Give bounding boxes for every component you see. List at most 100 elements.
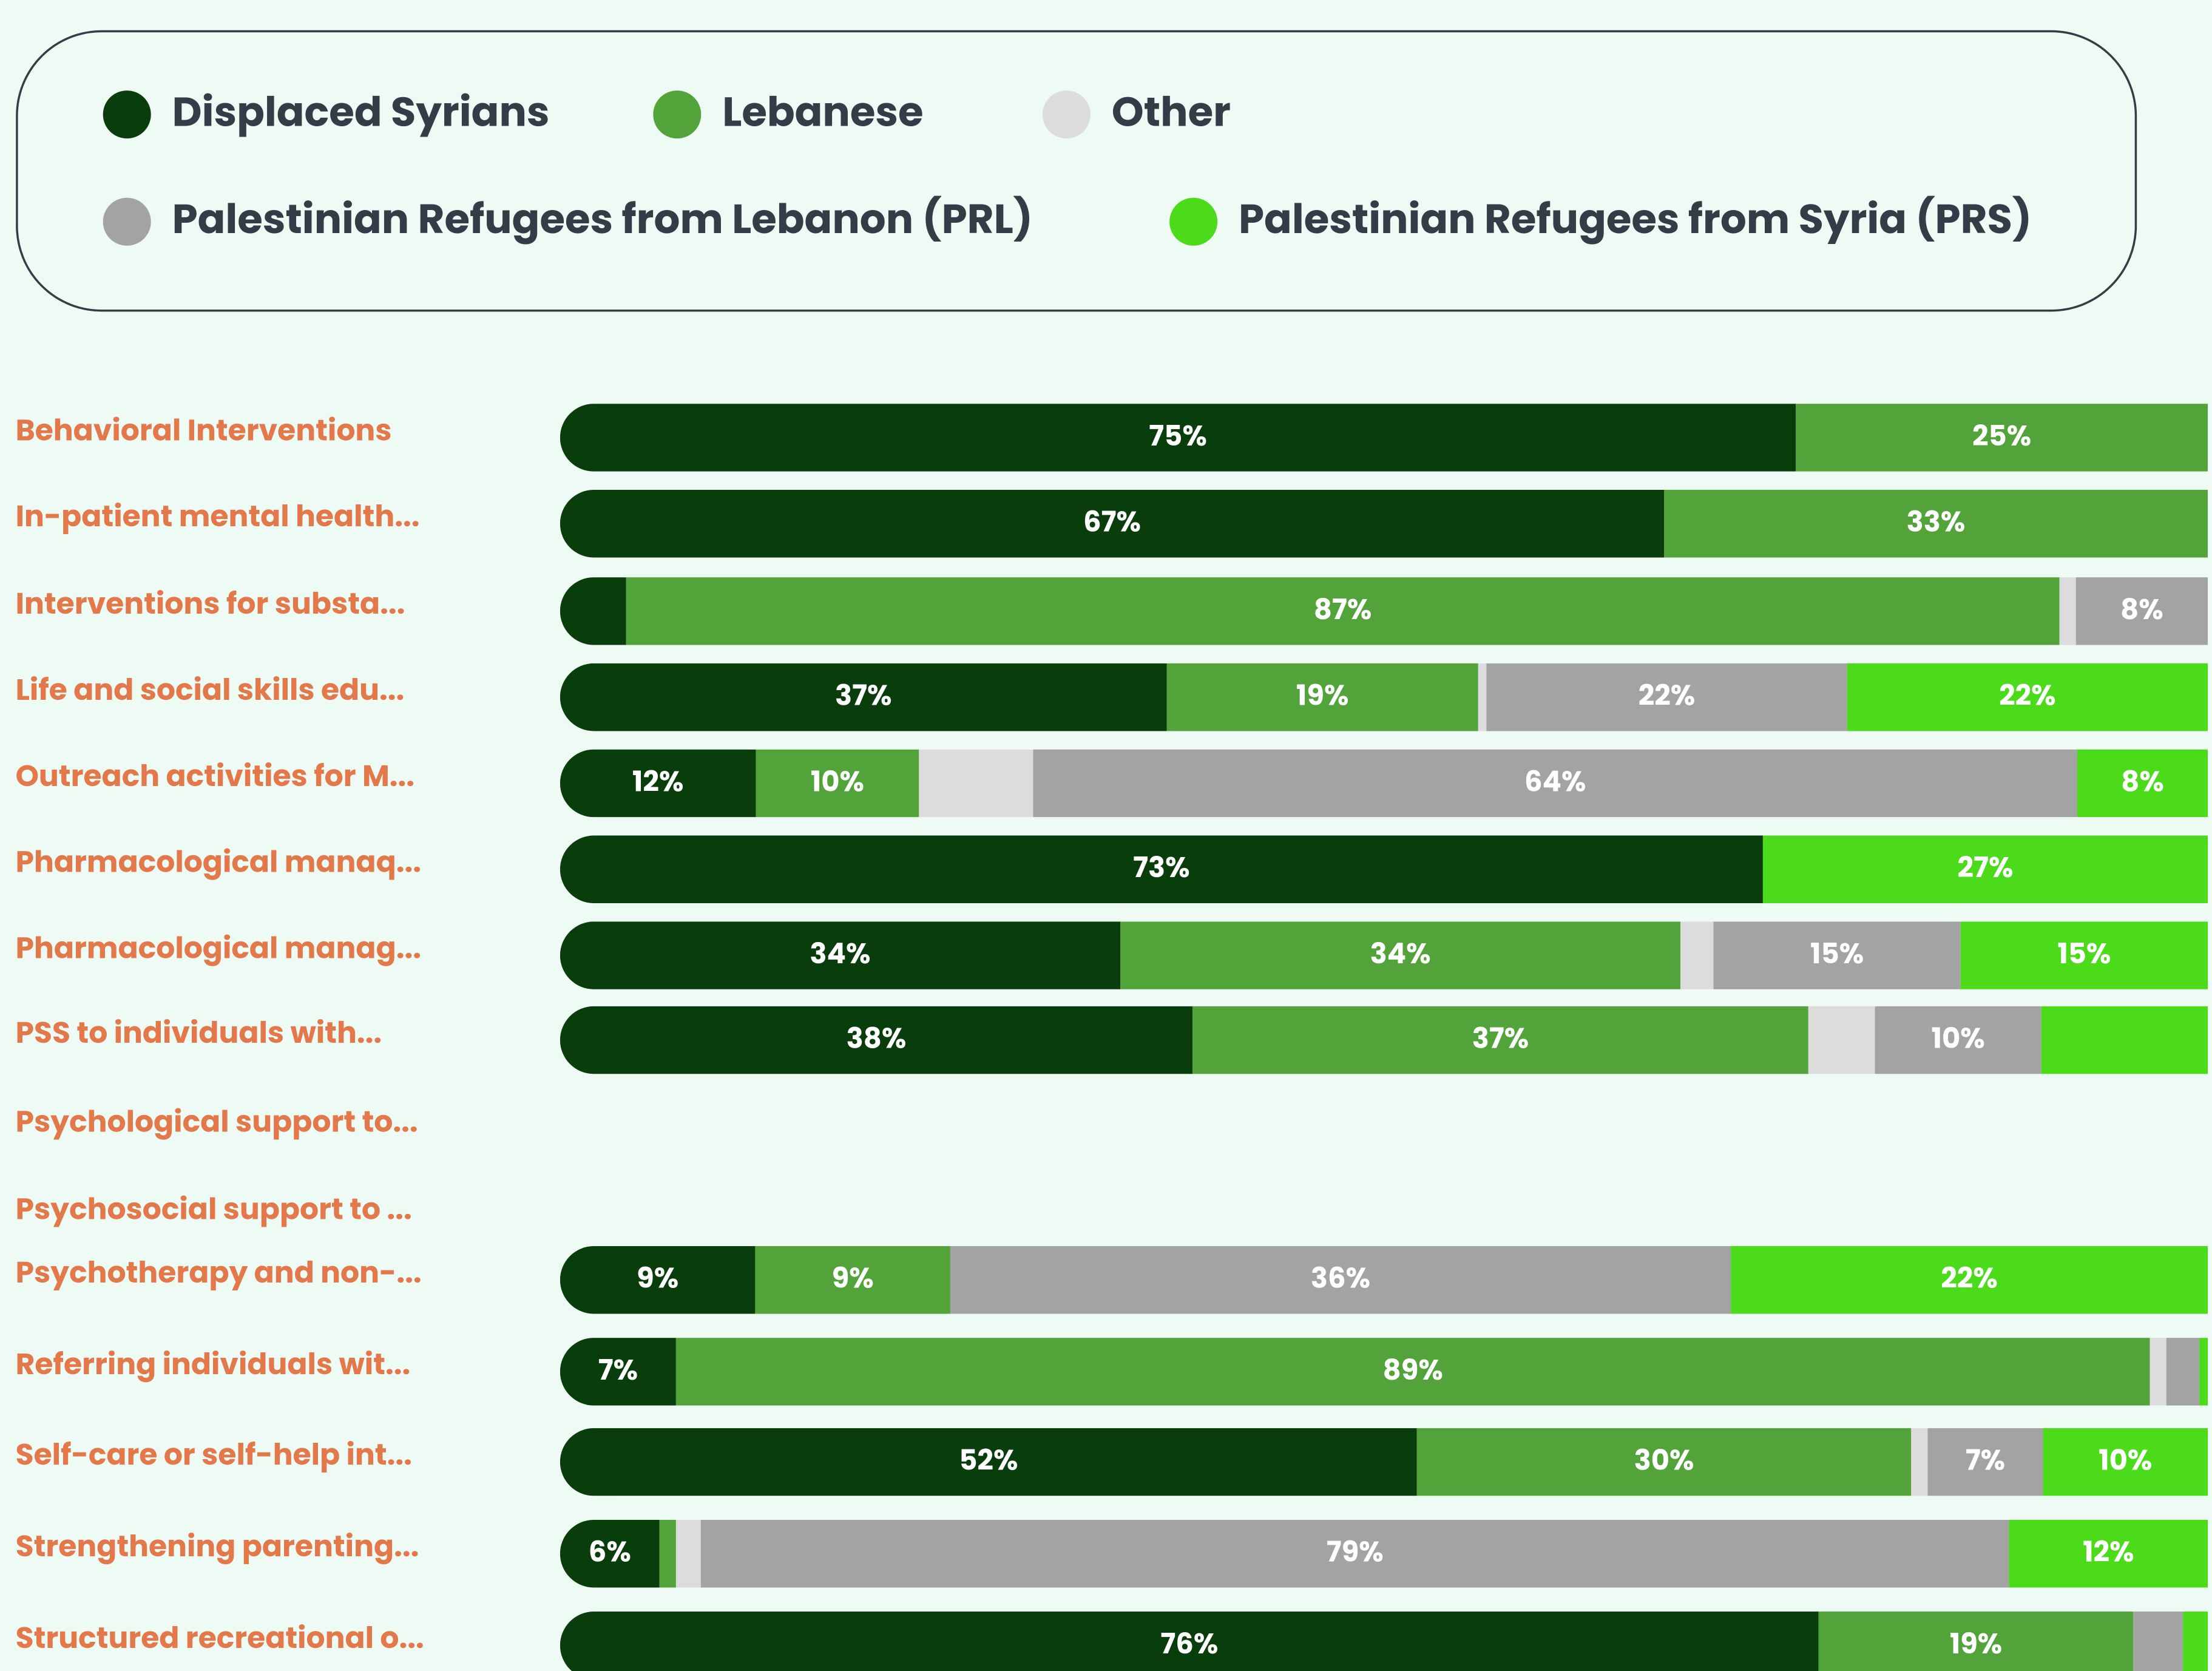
bar-segment bbox=[950, 1246, 1731, 1314]
bar-segment bbox=[2059, 577, 2076, 645]
bar-segment bbox=[1680, 921, 1714, 989]
data-label: 52% bbox=[959, 1441, 1018, 1480]
bar-segment bbox=[560, 577, 626, 645]
data-label: 73% bbox=[1133, 848, 1189, 887]
data-label: 10% bbox=[2099, 1441, 2152, 1480]
bar-segment bbox=[1847, 663, 2208, 731]
data-label: 7% bbox=[598, 1351, 638, 1390]
bar-segment bbox=[756, 749, 919, 818]
data-label: 22% bbox=[1999, 676, 2056, 716]
bar-segment bbox=[1808, 1006, 1875, 1074]
data-label: 12% bbox=[632, 762, 683, 801]
bar-segment bbox=[560, 489, 1665, 558]
legend-swatch bbox=[1169, 197, 1218, 246]
bar-row bbox=[560, 749, 2208, 818]
legend-swatch bbox=[1042, 90, 1091, 139]
category-label: Self-care or self-help int... bbox=[16, 1434, 412, 1476]
category-label: Structured recreational o... bbox=[16, 1618, 424, 1659]
data-label: 87% bbox=[1314, 590, 1372, 629]
bar-segment bbox=[1875, 1006, 2041, 1074]
category-label: Behavioral Interventions bbox=[16, 410, 392, 451]
data-label: 15% bbox=[1810, 934, 1864, 974]
legend-label: Palestinian Refugees from Lebanon (PRL) bbox=[172, 190, 1033, 248]
data-label: 12% bbox=[2083, 1533, 2134, 1572]
legend-swatch bbox=[103, 90, 151, 139]
category-label: Life and social skills edu... bbox=[16, 669, 405, 711]
data-label: 19% bbox=[1296, 676, 1349, 716]
bar-row bbox=[560, 1006, 2208, 1074]
legend-label: Other bbox=[1112, 83, 1231, 140]
bar-segment bbox=[1960, 921, 2208, 989]
bar-row bbox=[560, 577, 2208, 645]
bar-segment bbox=[560, 404, 1796, 472]
bar-segment bbox=[2149, 1338, 2166, 1406]
data-label: 34% bbox=[1370, 934, 1431, 974]
data-label: 34% bbox=[810, 934, 870, 974]
bar-segment bbox=[560, 1612, 1819, 1671]
bar-segment bbox=[1478, 663, 1487, 731]
bar-segment bbox=[700, 1519, 2009, 1588]
data-label: 22% bbox=[1639, 676, 1696, 716]
category-label: Strengthening parenting... bbox=[16, 1526, 419, 1567]
bar-segment bbox=[2043, 1428, 2208, 1496]
bar-segment bbox=[560, 749, 756, 818]
data-label: 37% bbox=[835, 676, 891, 716]
bar-segment bbox=[1731, 1246, 2208, 1314]
data-label: 6% bbox=[589, 1533, 631, 1572]
bar-segment bbox=[1486, 663, 1847, 731]
data-label: 75% bbox=[1149, 416, 1207, 456]
bar-segment bbox=[560, 663, 1167, 731]
data-label: 10% bbox=[1932, 1019, 1985, 1059]
legend-swatch bbox=[103, 197, 151, 246]
category-label: Interventions for substa... bbox=[16, 583, 405, 625]
data-label: 89% bbox=[1383, 1351, 1443, 1390]
legend-swatch bbox=[653, 90, 702, 139]
bar-segment bbox=[2077, 749, 2208, 818]
data-label: 33% bbox=[1907, 503, 1966, 542]
bar-segment bbox=[2075, 577, 2208, 645]
bar-row bbox=[560, 1428, 2208, 1496]
category-label: Psychological support to... bbox=[16, 1101, 418, 1142]
data-label: 25% bbox=[1972, 416, 2031, 456]
bar-segment bbox=[1818, 1612, 2134, 1671]
bar-segment bbox=[560, 1428, 1417, 1496]
bar-segment bbox=[560, 1006, 1193, 1074]
category-label: Outreach activities for M... bbox=[16, 756, 415, 797]
legend-label: Palestinian Refugees from Syria (PRS) bbox=[1239, 190, 2032, 248]
bar-segment bbox=[1664, 489, 2208, 558]
bar-row bbox=[560, 489, 2208, 558]
data-label: 64% bbox=[1524, 762, 1586, 801]
bar-segment bbox=[1166, 663, 1478, 731]
bar-row bbox=[560, 663, 2208, 731]
bar-segment bbox=[1911, 1428, 1928, 1496]
bar-row bbox=[560, 921, 2208, 989]
data-label: 27% bbox=[1958, 848, 2014, 887]
bar-segment bbox=[1927, 1428, 2043, 1496]
bar-segment bbox=[1033, 749, 2077, 818]
data-label: 38% bbox=[847, 1019, 907, 1059]
bar-segment bbox=[919, 749, 1033, 818]
bar-segment bbox=[1796, 404, 2208, 472]
category-label: Pharmacological manaq... bbox=[16, 842, 421, 883]
data-label: 8% bbox=[2121, 762, 2164, 801]
bar-segment bbox=[659, 1519, 676, 1588]
data-label: 67% bbox=[1083, 503, 1141, 542]
category-label: In-patient mental health... bbox=[16, 496, 420, 537]
data-label: 9% bbox=[832, 1259, 874, 1298]
bar-segment bbox=[2183, 1612, 2208, 1671]
bar-segment bbox=[755, 1246, 950, 1314]
data-label: 37% bbox=[1472, 1019, 1529, 1059]
bar-row bbox=[560, 1519, 2208, 1588]
bar-segment bbox=[1120, 921, 1681, 989]
data-label: 19% bbox=[1950, 1624, 2003, 1664]
bar-segment bbox=[2199, 1338, 2208, 1406]
bar-segment bbox=[675, 1338, 2150, 1406]
bar-row bbox=[560, 404, 2208, 472]
bar-segment bbox=[1416, 1428, 1912, 1496]
data-label: 22% bbox=[1941, 1259, 1998, 1298]
data-label: 9% bbox=[637, 1259, 678, 1298]
bar-segment bbox=[560, 921, 1121, 989]
bar-segment bbox=[2166, 1338, 2200, 1406]
bar-segment bbox=[560, 1338, 676, 1406]
